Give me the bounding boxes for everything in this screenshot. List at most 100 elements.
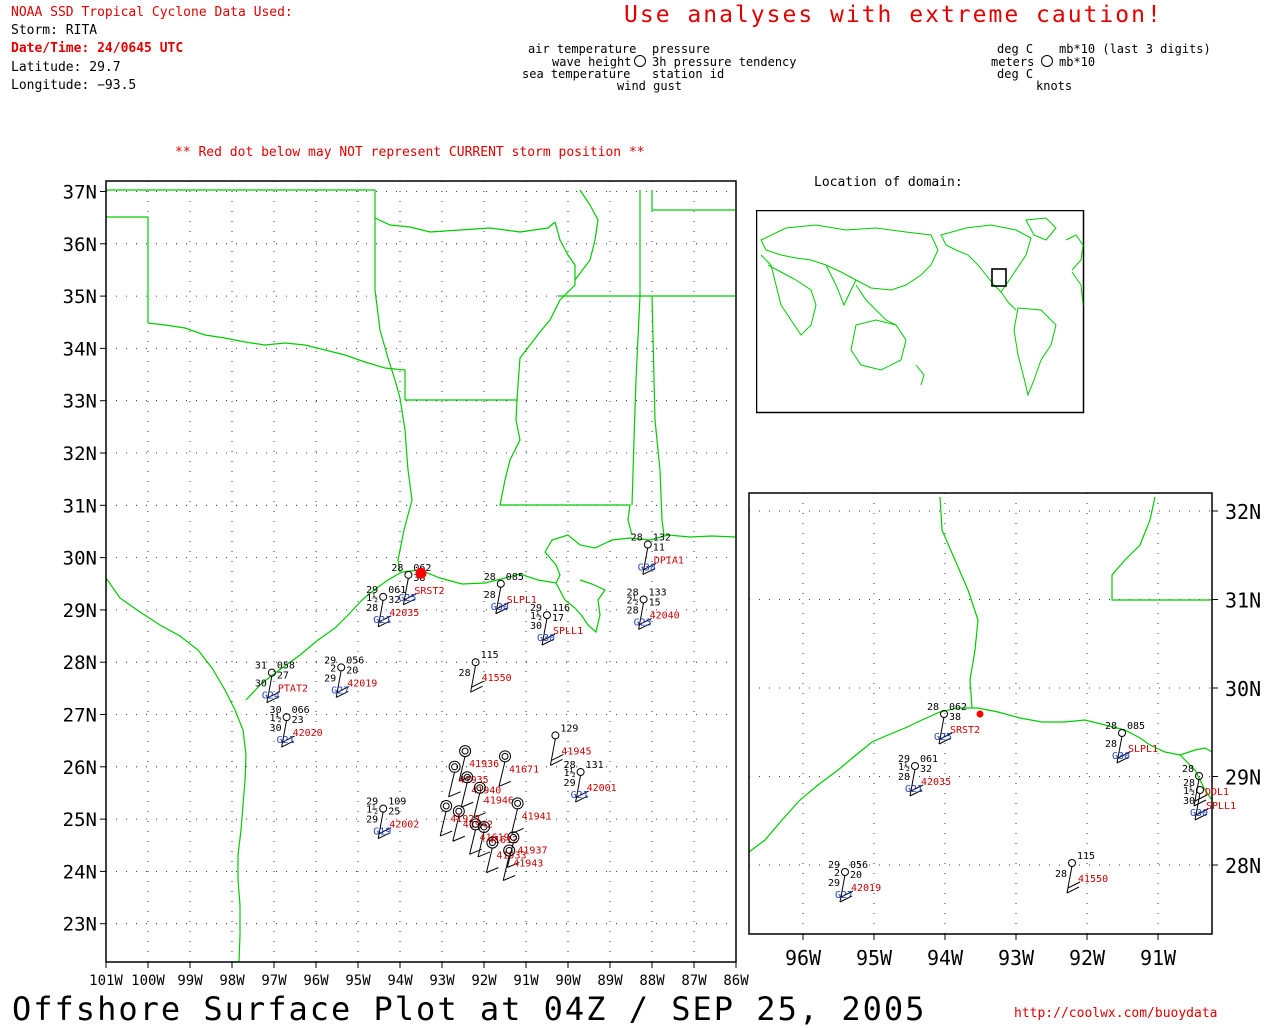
svg-text:G38: G38 [638,563,656,574]
svg-text:G30: G30 [1190,808,1208,819]
svg-text:28: 28 [1183,778,1195,789]
svg-text:41936: 41936 [469,759,499,770]
main-map-lon-labels: 101W 100W 99W 98W 97W 96W 95W 94W 93W 92W 91W 90W 89… [89,962,749,989]
svg-text:28: 28 [366,603,378,614]
station-plot-41943: 41943 [502,844,543,881]
legend-station-id: station id [652,67,725,81]
border-texas-oklahoma [106,189,556,233]
svg-text:28: 28 [627,605,639,616]
svg-text:G21: G21 [905,784,923,795]
svg-text:DDL1: DDL1 [1205,787,1229,798]
svg-text:SPLL1: SPLL1 [1206,801,1236,812]
svg-text:42040: 42040 [650,610,680,621]
svg-text:SLPL1: SLPL1 [507,595,537,606]
main-lon-label: 101W [89,973,123,989]
station-plot-41671: 41671 [498,750,539,787]
svg-text:SLPL1: SLPL1 [1128,744,1158,755]
svg-text:28: 28 [1105,739,1117,750]
svg-text:27: 27 [277,671,289,682]
red-dot-note: ** Red dot below may NOT represent CURRE… [175,145,645,160]
svg-text:109: 109 [388,797,406,808]
svg-text:17: 17 [552,613,564,624]
svg-text:42035: 42035 [921,777,951,788]
svg-text:41935: 41935 [459,775,489,786]
gulf-coastline [105,577,247,963]
zoom-map-frame [748,492,1213,935]
svg-text:42035: 42035 [389,608,419,619]
svg-text:SPLL1: SPLL1 [553,626,583,637]
inset-europe-africa [760,254,817,336]
svg-text:1½: 1½ [564,767,576,779]
zoom-lon-label: 91W [1140,946,1177,970]
inset-australia [850,319,907,371]
station-plot-DDL1: 28 DDL1 [1182,764,1229,807]
svg-text:G21: G21 [373,615,391,626]
svg-text:2: 2 [834,868,840,879]
main-lon-label: 95W [345,973,371,989]
zoom-border-tx-la [939,496,979,709]
svg-text:25: 25 [388,807,400,818]
main-lon-label: 92W [471,973,497,989]
svg-text:116: 116 [552,603,570,614]
svg-text:42019: 42019 [347,678,377,689]
border-al-ga [651,190,735,211]
zoom-lat-label: 29N [1225,766,1261,790]
mississippi-river [516,221,576,401]
svg-text:115: 115 [1077,851,1095,862]
svg-text:061: 061 [388,585,406,596]
svg-text:41619: 41619 [480,832,510,843]
station-plot-41933: 41933 [485,836,527,874]
svg-text:42002: 42002 [389,820,419,831]
main-lon-label: 97W [261,973,287,989]
svg-text:28: 28 [927,702,939,713]
storm-longitude: Longitude: −93.5 [11,78,137,93]
station-plot-41945: 129 41945 [549,723,592,766]
border-al-fl [651,295,665,536]
svg-text:28: 28 [898,772,910,783]
svg-text:133: 133 [649,587,667,598]
zoom-lon-label: 93W [998,946,1035,970]
svg-text:28: 28 [459,668,471,679]
station-plot-41550: 115 28 41550 [459,650,512,693]
units-wave-height: meters [991,55,1035,69]
svg-text:1½: 1½ [530,610,542,622]
svg-text:28: 28 [1105,721,1117,732]
svg-text:131: 131 [586,760,604,771]
svg-text:23: 23 [292,715,304,726]
svg-text:41942: 41942 [463,819,493,830]
mississippi-delta [555,579,606,634]
svg-text:28: 28 [391,563,403,574]
legend-wave-height: wave height [552,55,632,69]
main-lon-label: 99W [177,973,203,989]
svg-text:42019: 42019 [851,883,881,894]
svg-text:1½: 1½ [1183,785,1195,797]
svg-text:41550: 41550 [1078,874,1108,885]
zoom-map-lat-labels: 32N 31N 30N 29N 28N [1212,500,1261,878]
source-url-link[interactable]: http://coolwx.com/buoydata [1014,1006,1218,1021]
zoom-lat-label: 28N [1225,854,1261,878]
kentucky-river [574,189,599,281]
main-lat-label: 28N [63,652,97,674]
svg-text:28: 28 [484,572,496,583]
svg-text:30: 30 [1183,796,1195,807]
svg-text:1½: 1½ [898,761,910,773]
svg-text:41933: 41933 [496,851,526,862]
main-lat-label: 36N [63,234,97,256]
legend-pressure-tendency: 3h pressure tendency [652,55,797,69]
legend-sea-temp: sea temperature [522,67,631,81]
caution-banner: Use analyses with extreme caution! [624,2,1163,28]
svg-text:42020: 42020 [293,728,323,739]
svg-text:38: 38 [949,712,961,723]
svg-text:29: 29 [324,673,336,684]
zoom-river [1111,496,1212,601]
svg-text:29: 29 [828,878,840,889]
svg-text:G21: G21 [277,735,295,746]
